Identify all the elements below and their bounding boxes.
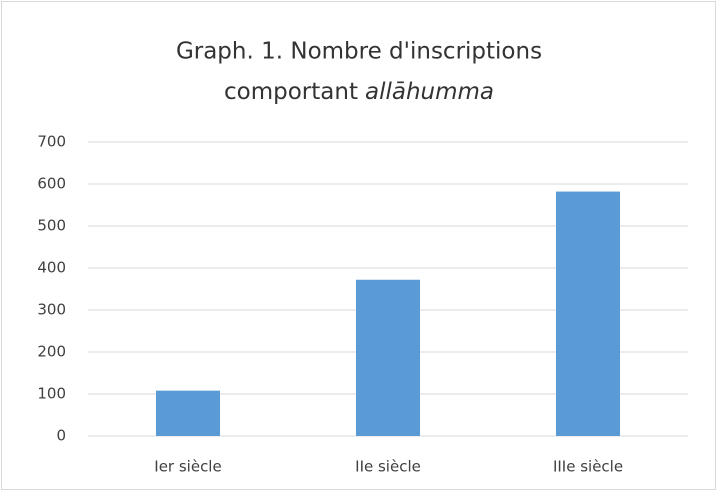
y-tick-label: 100 [37,385,66,403]
chart-title: comportant [224,79,358,105]
x-tick-label: IIIe siècle [553,458,623,476]
y-tick-label: 0 [56,427,66,445]
y-tick-label: 200 [37,343,66,361]
chart-title-italic: allāhumma [365,79,494,105]
y-tick-label: 400 [37,259,66,277]
x-tick-label: IIe siècle [355,458,421,476]
y-tick-label: 600 [37,175,66,193]
y-tick-label: 300 [37,301,66,319]
y-tick-label: 700 [37,133,66,151]
y-tick-label: 500 [37,217,66,235]
chart-title: Graph. 1. Nombre d'inscriptions [176,39,542,65]
bar [556,191,620,436]
chart-title: comportant allāhumma [224,79,494,105]
bar [156,390,220,436]
x-tick-label: Ier siècle [154,458,221,476]
bar [356,279,420,436]
